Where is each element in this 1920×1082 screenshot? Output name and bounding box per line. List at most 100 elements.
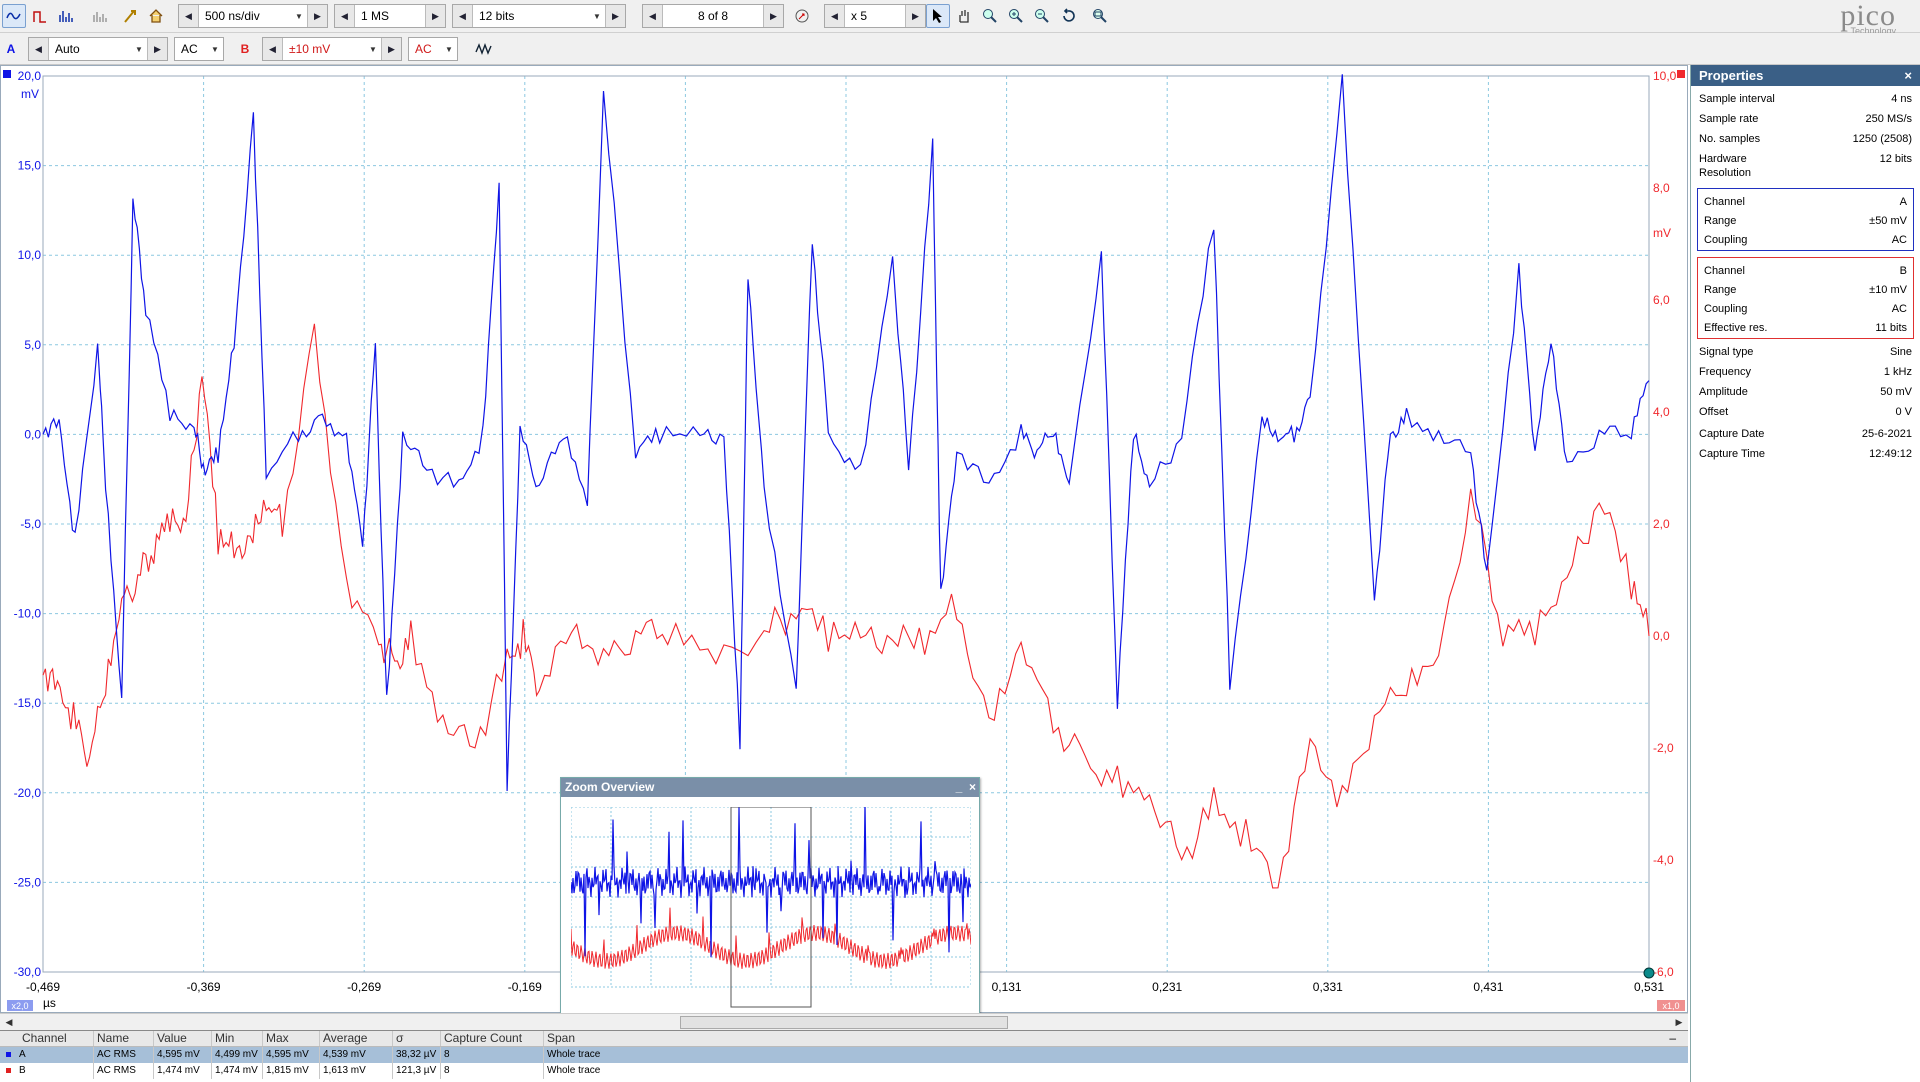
property-key: Channel [1704, 196, 1745, 208]
chevron-down-icon[interactable]: ▼ [295, 11, 303, 21]
y-tick-label-b: 4,0 [1653, 405, 1670, 419]
property-value: A [1899, 196, 1907, 208]
minimize-button[interactable]: _ [955, 780, 963, 794]
cell: 4,539 mV [320, 1047, 393, 1063]
property-key: Coupling [1704, 234, 1748, 246]
buffer-navigator[interactable]: ◀ 8 of 8 ▶ [642, 4, 784, 28]
zoom-out-icon[interactable] [1030, 4, 1054, 28]
signal-generator-icon[interactable] [472, 37, 496, 61]
arrow-right-icon[interactable]: ▶ [605, 5, 625, 27]
property-value: 0 V [1895, 406, 1912, 418]
close-button[interactable]: × [1904, 68, 1912, 83]
grid [42, 75, 1650, 973]
timebase-selector[interactable]: ◀ 500 ns/div ▼ ▶ [178, 4, 328, 28]
probe-icon[interactable] [118, 4, 142, 28]
arrow-left-icon[interactable]: ◀ [29, 38, 49, 60]
scope-mode-icon[interactable] [2, 4, 26, 28]
spectrum-mode-icon[interactable] [54, 4, 78, 28]
zoom-in-icon[interactable] [1004, 4, 1028, 28]
oscilloscope-plot[interactable]: 20,0 15,0 10,0 5,0 0,0 -5,0 -10,0 -15,0 -20,0 -25… [0, 65, 1688, 1079]
buffer-overview-icon[interactable] [790, 4, 814, 28]
samples-selector[interactable]: ◀ 1 MS ▶ [334, 4, 446, 28]
zoom-factor-value: x 5 [851, 9, 868, 23]
property-value: ±50 mV [1869, 215, 1907, 227]
property-row: Effective res. 11 bits [1700, 321, 1911, 335]
zoom-area-icon[interactable] [978, 4, 1002, 28]
property-value: 11 bits [1875, 322, 1907, 334]
table-row[interactable]: A AC RMS 4,595 mV 4,499 mV 4,595 mV 4,53… [0, 1047, 1688, 1063]
channel-a-swatch [6, 1052, 11, 1057]
arrow-right-icon[interactable]: ▶ [307, 5, 327, 27]
arrow-right-icon[interactable]: ▶ [905, 5, 925, 27]
arrow-left-icon[interactable]: ◀ [643, 5, 663, 27]
y-tick-label-a: -30,0 [14, 965, 42, 979]
channel-a-properties: Channel A Range ±50 mV Coupling AC [1697, 188, 1914, 251]
property-row: Channel A [1700, 195, 1911, 209]
channel-a-range-selector[interactable]: ◀ Auto ▼ ▶ [28, 37, 168, 61]
property-row: Range ±10 mV [1700, 283, 1911, 297]
undo-zoom-icon[interactable] [1056, 4, 1080, 28]
cell: 8 [441, 1063, 544, 1079]
horizontal-scrollbar[interactable]: ◀ ▶ [0, 1013, 1688, 1030]
overview-trace-a [571, 807, 971, 958]
table-row[interactable]: B AC RMS 1,474 mV 1,474 mV 1,815 mV 1,61… [0, 1063, 1688, 1079]
property-key: Range [1704, 284, 1737, 296]
resolution-selector[interactable]: ◀ 12 bits ▼ ▶ [452, 4, 626, 28]
arrow-left-icon[interactable]: ◀ [335, 5, 355, 27]
arrow-left-icon[interactable]: ◀ [263, 38, 283, 60]
channel-b-range-selector[interactable]: ◀ ±10 mV ▼ ▶ [262, 37, 402, 61]
channel-a-coupling-selector[interactable]: AC ▼ [174, 37, 224, 61]
chevron-down-icon[interactable]: ▼ [369, 44, 377, 54]
arrow-right-icon[interactable]: ▶ [147, 38, 167, 60]
channel-a-label[interactable]: A [6, 42, 16, 56]
arrow-right-icon[interactable]: ▶ [381, 38, 401, 60]
property-key: Sample rate [1699, 113, 1759, 125]
y-tick-label-b: 6,0 [1653, 293, 1670, 307]
trigger-marker [1643, 967, 1655, 979]
zoom-overview-icon[interactable] [1088, 4, 1112, 28]
col-sigma: σ [393, 1031, 441, 1046]
scroll-right-icon[interactable]: ▶ [1675, 1017, 1683, 1027]
zoom-overview-chart[interactable] [571, 807, 971, 1069]
property-value: 50 mV [1880, 386, 1912, 398]
collapse-button[interactable]: – [1669, 1031, 1676, 1045]
property-key: Signal type [1699, 346, 1754, 358]
channel-a-range-value: Auto [55, 42, 80, 56]
scroll-left-icon[interactable]: ◀ [5, 1017, 13, 1027]
cell: AC RMS [94, 1047, 154, 1063]
channel-b-coupling-selector[interactable]: AC ▼ [408, 37, 458, 61]
channel-b-swatch [6, 1068, 11, 1073]
hand-tool-icon[interactable] [952, 4, 976, 28]
zoom-factor-selector[interactable]: ◀ x 5 ▶ [824, 4, 926, 28]
channel-b-label[interactable]: B [240, 42, 250, 56]
property-key: Sample interval [1699, 93, 1775, 105]
arrow-left-icon[interactable]: ◀ [825, 5, 845, 27]
property-key: Capture Date [1699, 428, 1765, 440]
persistence-mode-icon[interactable] [28, 4, 52, 28]
y-tick-label-a: 10,0 [18, 248, 42, 262]
col-max: Max [263, 1031, 320, 1046]
pointer-tool-icon[interactable] [926, 4, 950, 28]
samples-value: 1 MS [361, 9, 390, 23]
math-channels-icon[interactable] [88, 4, 112, 28]
home-icon[interactable] [144, 4, 168, 28]
property-key: No. samples [1699, 133, 1761, 145]
chevron-down-icon[interactable]: ▼ [593, 11, 601, 21]
arrow-left-icon[interactable]: ◀ [453, 5, 473, 27]
arrow-right-icon[interactable]: ▶ [425, 5, 445, 27]
buffer-value: 8 of 8 [697, 9, 729, 23]
close-button[interactable]: × [968, 780, 976, 794]
trace-b [42, 323, 1650, 889]
scope-chart[interactable]: 20,0 15,0 10,0 5,0 0,0 -5,0 -10,0 -15,0 -20,0 -25… [1, 66, 1687, 1012]
arrow-right-icon[interactable]: ▶ [763, 5, 783, 27]
zoom-badge-b [1657, 1000, 1685, 1011]
chevron-down-icon[interactable]: ▼ [211, 44, 219, 54]
scroll-thumb[interactable] [680, 1016, 1008, 1029]
cell: 4,499 mV [212, 1047, 263, 1063]
col-min: Min [212, 1031, 263, 1046]
zoom-overview-titlebar[interactable]: Zoom Overview _ × [561, 778, 979, 797]
chevron-down-icon[interactable]: ▼ [135, 44, 143, 54]
arrow-left-icon[interactable]: ◀ [179, 5, 199, 27]
chevron-down-icon[interactable]: ▼ [445, 44, 453, 54]
cell: 1,474 mV [154, 1063, 212, 1079]
